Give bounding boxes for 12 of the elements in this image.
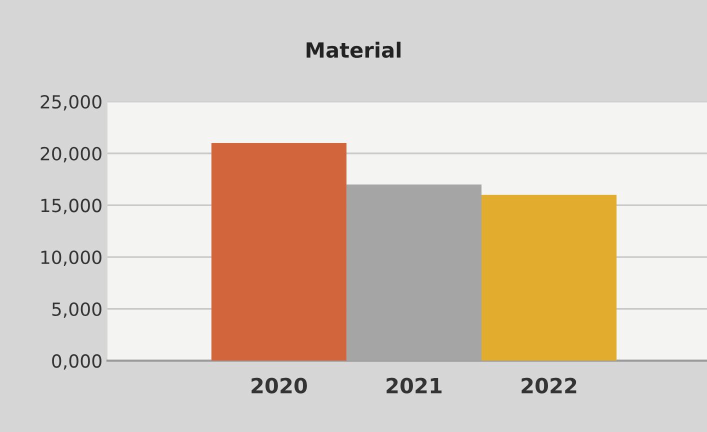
y-tick-label: 10,000 [41,250,102,266]
bar [211,142,346,361]
x-tick-label: 2021 [386,378,442,394]
x-tick-label: 2020 [252,378,307,394]
y-tick-label: 15,000 [41,198,102,214]
bar [482,194,617,361]
x-tick-label: 2022 [522,378,576,394]
y-tick-label: 0,000 [52,354,102,370]
chart-title: Material [306,42,400,58]
y-tick-label: 25,000 [40,94,102,110]
y-tick-label: 5,000 [52,302,102,318]
y-tick-label: 20,000 [40,146,102,162]
